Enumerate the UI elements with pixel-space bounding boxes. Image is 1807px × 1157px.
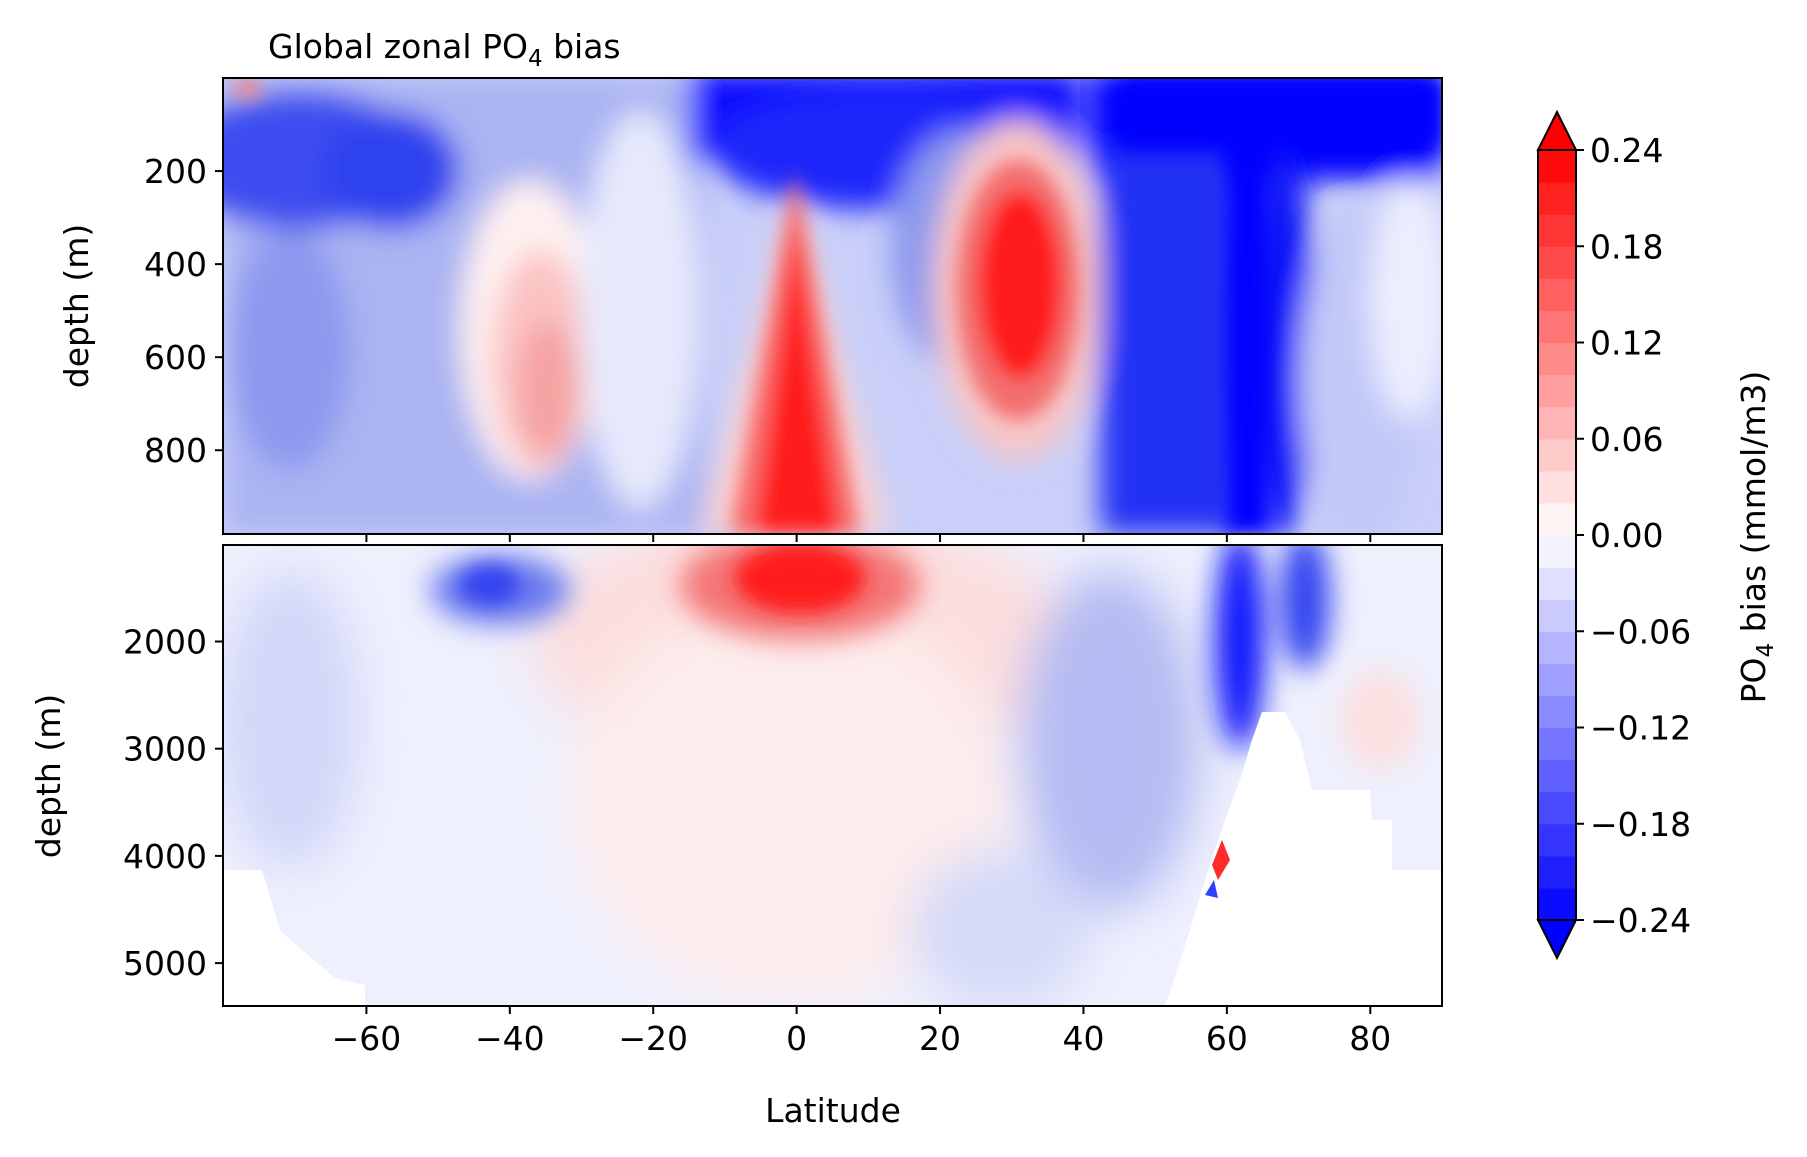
upper-y-tick-label: 800 [144, 431, 207, 470]
x-tick-label: 20 [919, 1019, 961, 1058]
colorbar-segment [1538, 631, 1576, 664]
colorbar-segment [1538, 438, 1576, 472]
colorbar-segment [1538, 887, 1576, 921]
colorbar-segment [1538, 406, 1576, 440]
upper-y-axis: 200 400 600 800 [144, 152, 223, 470]
upper-y-tick-label: 200 [144, 152, 207, 191]
x-tick-label: 40 [1062, 1019, 1104, 1058]
x-tick-label: −60 [332, 1019, 402, 1058]
seafloor-mask [223, 712, 1442, 1006]
lower-y-tick-label: 2000 [123, 622, 207, 661]
x-tick-label: −20 [618, 1019, 688, 1058]
colorbar-tick-label: −0.12 [1590, 709, 1691, 748]
colorbar-extend-min [1536, 919, 1578, 961]
colorbar-segment [1538, 342, 1576, 376]
colorbar-segment [1538, 535, 1576, 568]
chart-title: Global zonal PO4 bias [268, 27, 621, 72]
colorbar-tick-label: 0.00 [1590, 516, 1663, 555]
colorbar: −0.24 −0.18 −0.12 −0.06 0.00 0.06 0.12 0.18 0.24 [1536, 109, 1691, 961]
colorbar-label: PO4 bias (mmol/m3) [1734, 371, 1779, 704]
x-tick-label: 60 [1206, 1019, 1248, 1058]
lower-y-tick-label: 4000 [123, 837, 207, 876]
lower-y-tick-label: 3000 [123, 730, 207, 769]
upper-panel-field [223, 78, 1442, 534]
colorbar-segment [1538, 470, 1576, 504]
upper-y-tick-label: 600 [144, 338, 207, 377]
colorbar-segment [1538, 791, 1576, 825]
colorbar-segment [1538, 823, 1576, 857]
x-tick-label: 80 [1349, 1019, 1391, 1058]
colorbar-segment [1538, 214, 1576, 247]
colorbar-segment [1538, 599, 1576, 632]
colorbar-tick-label: 0.12 [1590, 324, 1663, 363]
colorbar-tick-label: −0.24 [1590, 901, 1691, 940]
colorbar-segment [1538, 374, 1576, 408]
colorbar-segment [1538, 310, 1576, 344]
colorbar-segment [1538, 759, 1576, 793]
colorbar-segment [1538, 182, 1576, 215]
lower-y-axis-label: depth (m) [29, 694, 68, 858]
colorbar-segment [1538, 663, 1576, 697]
x-axis-label: Latitude [765, 1091, 901, 1130]
upper-y-axis-label: depth (m) [57, 224, 96, 388]
colorbar-segment [1538, 278, 1576, 312]
colorbar-segment [1538, 695, 1576, 729]
colorbar-tick-label: 0.18 [1590, 227, 1663, 266]
colorbar-segment [1538, 727, 1576, 761]
colorbar-segment [1538, 855, 1576, 889]
colorbar-tick-label: −0.18 [1590, 805, 1691, 844]
colorbar-tick-label: 0.24 [1590, 131, 1663, 170]
lower-panel-field [223, 545, 1442, 1006]
upper-y-tick-label: 400 [144, 245, 207, 284]
colorbar-segment [1538, 246, 1576, 279]
colorbar-extend-max [1536, 109, 1578, 151]
lower-y-tick-label: 5000 [123, 944, 207, 983]
colorbar-segment [1538, 502, 1576, 536]
x-axis: −60 −40 −20 0 20 40 60 80 [332, 534, 1391, 1058]
colorbar-segment [1538, 150, 1576, 183]
x-tick-label: 0 [786, 1019, 807, 1058]
colorbar-segment [1538, 567, 1576, 600]
colorbar-tick-label: −0.06 [1590, 612, 1691, 651]
colorbar-tick-label: 0.06 [1590, 420, 1663, 459]
lower-panel-frame [222, 544, 1443, 1007]
lower-y-axis: 2000 3000 4000 5000 [123, 622, 223, 983]
x-tick-label: −40 [475, 1019, 545, 1058]
upper-panel-frame [222, 77, 1443, 535]
